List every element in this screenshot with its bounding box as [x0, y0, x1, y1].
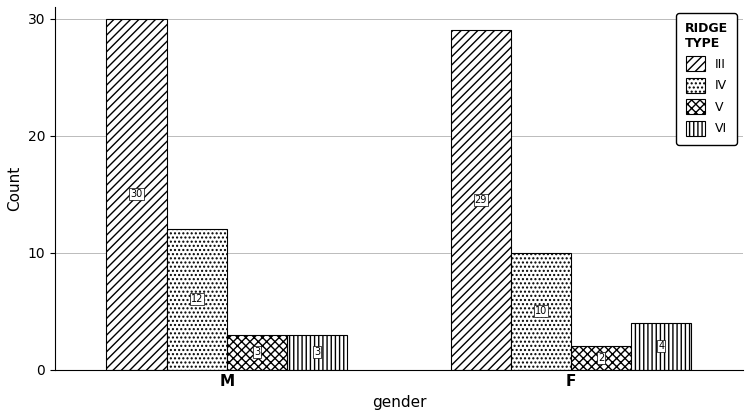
Bar — [632, 323, 692, 369]
Bar — [106, 19, 166, 369]
Bar — [166, 229, 227, 369]
Text: 3: 3 — [254, 347, 260, 357]
Y-axis label: Count: Count — [7, 166, 22, 211]
Text: 2: 2 — [598, 353, 604, 363]
Text: 3: 3 — [314, 347, 320, 357]
Text: 29: 29 — [475, 195, 487, 205]
Bar — [227, 334, 287, 369]
Text: 4: 4 — [658, 341, 664, 351]
Bar — [451, 30, 511, 369]
Text: 12: 12 — [190, 294, 203, 304]
Bar — [511, 253, 571, 369]
Bar — [571, 346, 632, 369]
X-axis label: gender: gender — [372, 395, 426, 410]
Bar — [287, 334, 347, 369]
Text: 10: 10 — [535, 306, 547, 316]
Text: 30: 30 — [130, 189, 142, 199]
Legend: III, IV, V, VI: III, IV, V, VI — [676, 13, 736, 145]
